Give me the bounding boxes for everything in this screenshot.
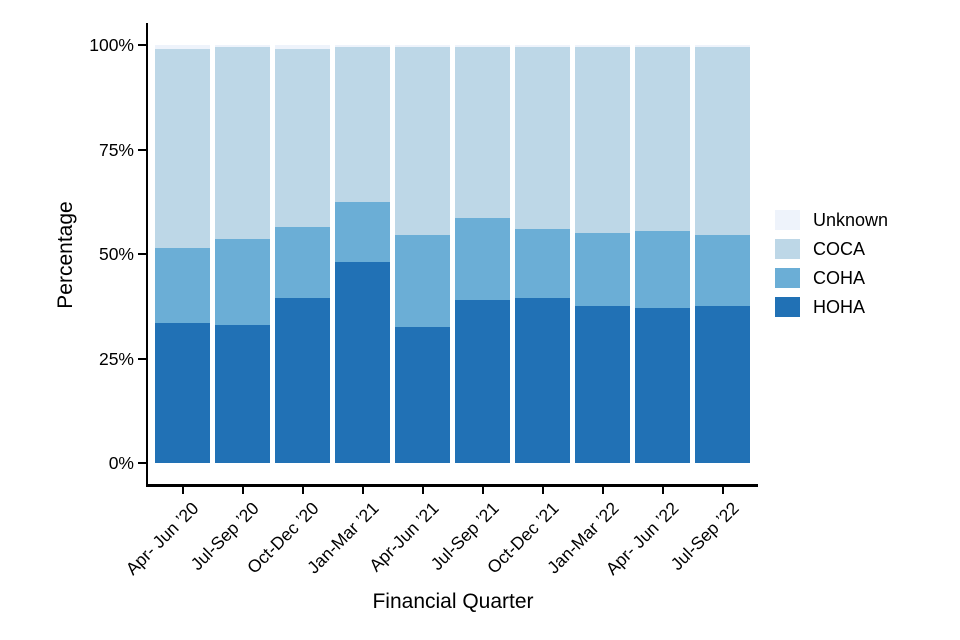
bar-segment-coha [335, 201, 390, 263]
x-tick-mark [301, 487, 304, 494]
bar-segment-hoha [635, 308, 690, 463]
legend-label: COHA [813, 268, 866, 288]
stacked-bar [515, 45, 570, 463]
y-tick-mark [138, 148, 146, 151]
plot-area [148, 45, 758, 463]
stacked-bar [455, 45, 510, 463]
bar-segment-unknown [155, 45, 210, 50]
y-tick-label: 0% [108, 453, 134, 473]
y-tick-mark [138, 44, 146, 46]
x-axis-line [146, 484, 758, 487]
x-tick-mark [721, 487, 724, 494]
legend-item-coca: COCA [775, 239, 888, 259]
x-axis-title: Financial Quarter [372, 590, 534, 613]
bar-segment-coha [275, 226, 330, 298]
x-tick-label: Apr- Jun ’20 [121, 498, 203, 579]
bar-segment-hoha [575, 306, 630, 463]
x-tick-mark [421, 487, 424, 494]
x-tick-mark [241, 487, 244, 494]
bar-segment-unknown [635, 45, 690, 48]
bar-segment-coca [215, 47, 270, 240]
y-tick-mark [138, 357, 146, 360]
legend-swatch [775, 268, 800, 288]
bar-segment-coca [335, 47, 390, 202]
legend-item-coha: COHA [775, 268, 888, 288]
bar-segment-coca [515, 47, 570, 229]
bar-segment-hoha [455, 299, 510, 463]
bar-segment-coha [695, 235, 750, 307]
bar-segment-unknown [215, 45, 270, 48]
bar-segment-hoha [515, 297, 570, 463]
x-tick-mark [541, 487, 544, 494]
bar-segment-coha [515, 228, 570, 298]
x-tick-mark [181, 487, 184, 494]
legend-label: Unknown [813, 210, 889, 230]
bar-segment-hoha [395, 327, 450, 463]
legend-item-hoha: HOHA [775, 297, 888, 317]
bar-segment-unknown [455, 45, 510, 48]
legend-item-unknown: Unknown [775, 210, 888, 230]
bar-segment-hoha [695, 306, 750, 463]
bar-segment-coca [155, 49, 210, 248]
bar-segment-hoha [215, 325, 270, 463]
y-axis-title: Percentage [54, 201, 77, 309]
x-tick-mark [361, 487, 364, 494]
stacked-bar [695, 45, 750, 463]
bar-segment-coca [275, 49, 330, 227]
stacked-bar [575, 45, 630, 463]
bar-segment-unknown [335, 45, 390, 48]
stacked-bar [395, 45, 450, 463]
x-tick-mark [601, 487, 604, 494]
bar-segment-coha [635, 231, 690, 309]
stacked-bar [335, 45, 390, 463]
y-tick-mark [138, 462, 146, 464]
bar-segment-unknown [695, 45, 750, 48]
bar-segment-coha [155, 247, 210, 323]
bar-segment-coha [575, 233, 630, 307]
bar-segment-coha [455, 218, 510, 300]
bar-segment-coca [635, 47, 690, 232]
bar-segment-coca [455, 47, 510, 219]
stacked-bar [155, 45, 210, 463]
legend-swatch [775, 239, 800, 259]
legend-swatch [775, 297, 800, 317]
y-axis-line [146, 23, 148, 486]
y-tick-label: 25% [98, 348, 134, 369]
bar-segment-unknown [275, 45, 330, 50]
y-tick-label: 50% [98, 244, 134, 264]
bar-segment-coha [215, 239, 270, 326]
x-tick-mark [661, 487, 664, 494]
bar-segment-coha [395, 235, 450, 328]
bar-segment-unknown [395, 45, 450, 48]
bar-segment-coca [395, 47, 450, 236]
y-tick-label: 75% [98, 139, 134, 160]
legend: Unknown COCA COHA HOHA [775, 210, 888, 317]
bar-segment-coca [575, 47, 630, 234]
y-tick-label: 100% [89, 35, 134, 55]
legend-label: COCA [813, 239, 866, 259]
stacked-bar [275, 45, 330, 463]
legend-swatch [775, 210, 800, 230]
stacked-bar [215, 45, 270, 463]
bar-segment-unknown [515, 45, 570, 48]
bar-segment-unknown [575, 45, 630, 48]
bar-segment-hoha [155, 322, 210, 463]
bar-segment-hoha [335, 262, 390, 463]
x-tick-mark [481, 487, 484, 494]
y-tick-mark [138, 253, 146, 255]
bar-segment-hoha [275, 297, 330, 463]
stacked-bar [635, 45, 690, 463]
bar-segment-coca [695, 47, 750, 236]
legend-label: HOHA [813, 297, 866, 317]
